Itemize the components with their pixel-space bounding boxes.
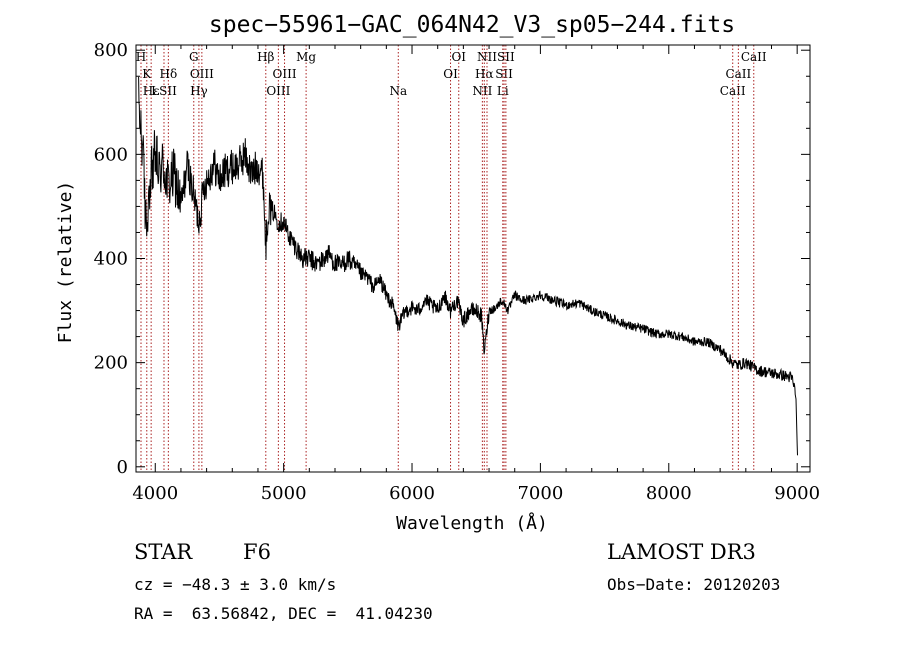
line-marker-label: OI xyxy=(443,67,458,81)
line-marker-label: SII xyxy=(497,50,515,64)
object-class: STAR xyxy=(134,540,193,564)
line-marker-label: K xyxy=(142,67,152,81)
line-marker-label: SII xyxy=(495,67,513,81)
line-marker-label: Na xyxy=(389,84,407,98)
axis-ticks: 4000 5000 6000 7000 8000 9000 0 200 400 600 800 xyxy=(94,40,820,504)
x-tick-label: 7000 xyxy=(517,483,563,504)
y-tick-label: 0 xyxy=(117,457,128,478)
line-marker-label: Hε xyxy=(143,84,160,98)
line-marker-label: Hβ xyxy=(257,50,274,64)
x-tick-label: 8000 xyxy=(646,483,692,504)
line-marker-label: NII xyxy=(472,84,492,98)
line-marker-label: LSII xyxy=(151,84,177,98)
y-tick-label: 200 xyxy=(94,353,128,374)
line-marker-label: Li xyxy=(497,84,509,98)
y-tick-label: 800 xyxy=(94,40,128,61)
line-marker-label: OI xyxy=(451,50,466,64)
line-marker-label: Mg xyxy=(296,50,316,64)
line-marker-label: CaII xyxy=(741,50,767,64)
line-marker-label: Hα xyxy=(475,67,494,81)
line-marker-label: NII xyxy=(477,50,497,64)
line-marker-label: CaII xyxy=(725,67,751,81)
y-axis-title: Flux (relative) xyxy=(55,181,76,344)
x-tick-label: 9000 xyxy=(774,483,820,504)
line-marker-label: CaII xyxy=(720,84,746,98)
line-marker-label: OIII xyxy=(266,84,290,98)
line-marker-label: G xyxy=(189,50,199,64)
survey-label: LAMOST DR3 xyxy=(607,540,756,564)
redshift: cz = −48.3 ± 3.0 km/s xyxy=(134,575,337,594)
line-marker-label: Hδ xyxy=(160,67,178,81)
x-tick-label: 6000 xyxy=(389,483,435,504)
y-tick-label: 400 xyxy=(94,249,128,270)
y-tick-label: 600 xyxy=(94,144,128,165)
x-tick-label: 5000 xyxy=(261,483,307,504)
obs-date: Obs−Date: 20120203 xyxy=(607,575,781,594)
x-tick-label: 4000 xyxy=(132,483,178,504)
plot-frame xyxy=(135,44,811,473)
x-axis-title: Wavelength (Å) xyxy=(396,512,548,534)
subclass: F6 xyxy=(243,540,271,564)
line-marker-label: Hγ xyxy=(190,84,208,98)
chart-title: spec−55961−GAC_064N42_V3_sp05−244.fits xyxy=(209,12,735,38)
line-marker-label: H xyxy=(136,50,146,64)
spectrum-line xyxy=(138,76,798,456)
line-marker-label: OIII xyxy=(190,67,214,81)
coordinates: RA = 63.56842, DEC = 41.04230 xyxy=(134,604,433,623)
line-marker-label: OIII xyxy=(273,67,297,81)
plot-area xyxy=(135,44,811,473)
